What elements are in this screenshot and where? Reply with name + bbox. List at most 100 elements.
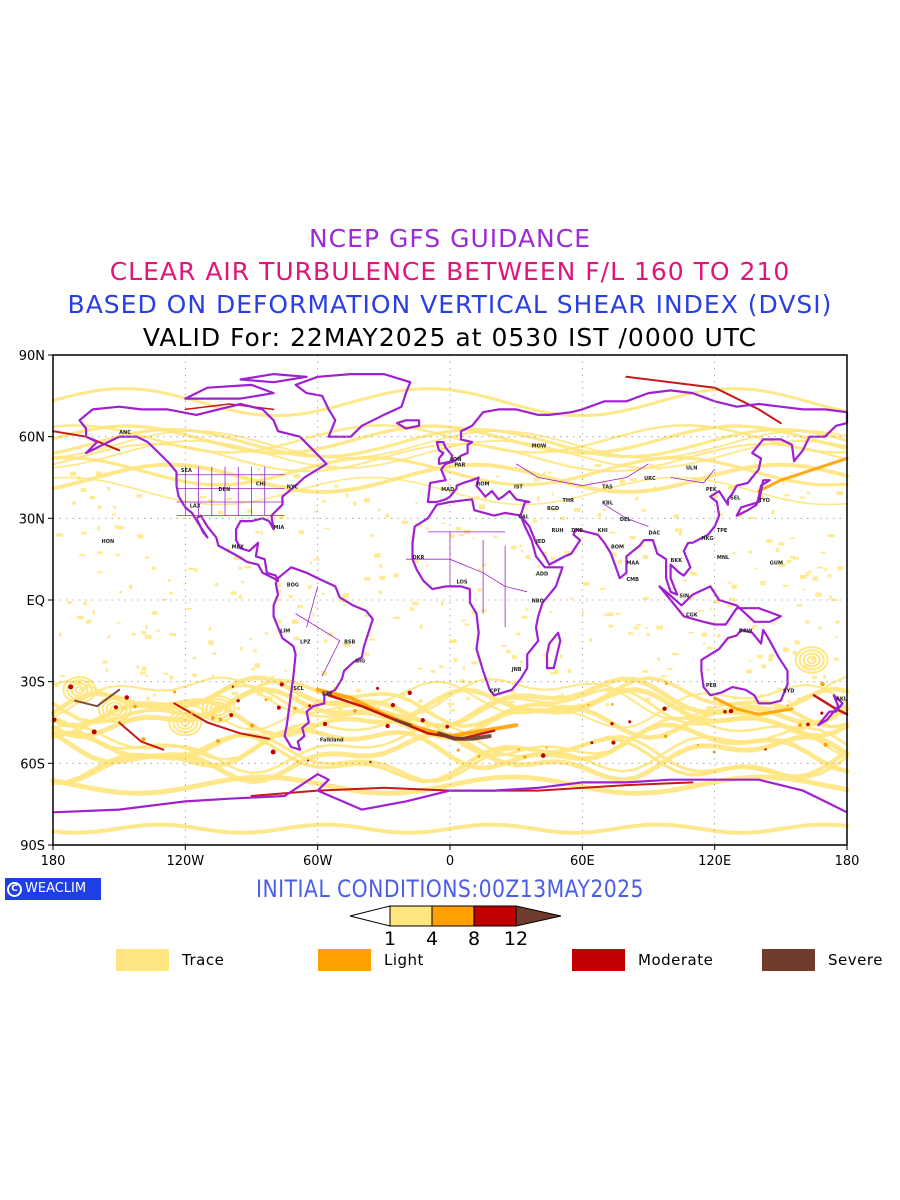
trace-swirl xyxy=(201,695,236,723)
trace-speck xyxy=(461,619,467,622)
trace-speck xyxy=(92,610,96,615)
turb-dot xyxy=(545,746,548,749)
trace-speck xyxy=(794,640,800,645)
trace-speck xyxy=(835,620,840,624)
trace-speck xyxy=(732,552,736,555)
trace-speck xyxy=(569,597,574,600)
trace-speck xyxy=(276,589,281,594)
trace-speck xyxy=(183,582,186,586)
trace-speck xyxy=(679,705,685,710)
trace-speck xyxy=(136,665,140,669)
trace-speck xyxy=(812,576,818,581)
y-tick-label: 60N xyxy=(19,431,45,446)
trace-speck xyxy=(805,620,810,624)
trace-speck xyxy=(145,624,148,630)
station-label: TAS xyxy=(602,484,613,490)
trace-speck xyxy=(520,482,525,486)
trace-speck xyxy=(709,607,712,610)
trace-speck xyxy=(482,563,487,566)
trace-speck xyxy=(106,486,110,491)
station-label: Falkland xyxy=(320,738,344,744)
trace-speck xyxy=(750,470,755,473)
legend-swatch xyxy=(318,949,371,971)
station-label: DEN xyxy=(218,487,230,493)
trace-speck xyxy=(775,547,780,552)
trace-speck xyxy=(837,566,844,571)
station-label: IST xyxy=(514,484,523,490)
turb-dot xyxy=(798,723,802,728)
trace-speck xyxy=(245,690,249,694)
trace-speck xyxy=(369,534,374,537)
graticule xyxy=(53,355,847,845)
turb-dot xyxy=(820,681,825,687)
station-label: JED xyxy=(535,539,545,545)
turb-dot xyxy=(590,741,594,745)
turb-dot xyxy=(390,702,396,708)
turb-dot xyxy=(141,737,146,742)
trace-speck xyxy=(208,626,212,631)
trace-speck xyxy=(551,492,554,496)
trace-swirl xyxy=(806,655,817,665)
trace-speck xyxy=(437,700,442,705)
coastline-greenland xyxy=(294,373,412,438)
colorbar-box xyxy=(473,905,517,927)
trace-speck xyxy=(803,663,809,668)
trace-speck xyxy=(796,697,803,702)
legend-item-light: Light xyxy=(318,948,424,972)
turb-dot xyxy=(236,699,240,703)
country-border xyxy=(670,469,716,484)
station-label: DXB xyxy=(571,528,583,534)
trace-speck xyxy=(556,694,563,699)
trace-speck xyxy=(87,679,93,684)
trace-speck xyxy=(660,675,668,677)
trace-speck xyxy=(298,530,304,535)
y-tick-label: 60S xyxy=(20,757,45,772)
turb-dot xyxy=(728,708,734,714)
station-label: BSB xyxy=(344,640,355,646)
trace-speck xyxy=(144,634,152,640)
trace-speck xyxy=(645,626,648,629)
turb-dot xyxy=(231,685,235,688)
trace-speck xyxy=(238,566,243,571)
trace-speck xyxy=(702,642,706,645)
trace-speck xyxy=(472,537,475,540)
trace-speck xyxy=(786,559,792,564)
trace-speck xyxy=(605,703,610,707)
trace-swirl xyxy=(66,679,93,701)
light-jet xyxy=(757,456,849,493)
trace-speck xyxy=(741,704,744,709)
trace-speck xyxy=(345,493,349,498)
station-label: SEL xyxy=(730,495,741,501)
station-label: THR xyxy=(562,498,574,504)
turb-dot xyxy=(611,703,614,706)
trace-speck xyxy=(524,608,529,611)
trace-speck xyxy=(214,582,219,587)
trace-speck xyxy=(264,632,269,635)
trace-speck xyxy=(784,498,789,501)
trace-speck xyxy=(560,654,563,659)
trace-speck xyxy=(635,624,641,626)
trace-speck xyxy=(200,496,207,499)
trace-speck xyxy=(649,464,654,467)
trace-speck xyxy=(772,619,777,623)
turb-dot xyxy=(210,716,215,720)
trace-speck xyxy=(766,539,773,543)
trace-speck xyxy=(607,612,614,617)
station-label: ANC xyxy=(119,430,131,436)
trace-speck xyxy=(363,498,371,503)
turb-dot xyxy=(190,712,193,715)
trace-speck xyxy=(97,551,103,554)
trace-speck xyxy=(600,587,606,591)
trace-speck xyxy=(794,475,798,479)
trace-speck xyxy=(324,639,328,643)
trace-speck xyxy=(54,683,59,687)
trace-speck xyxy=(682,579,688,582)
station-label: SEA xyxy=(181,468,192,474)
trace-speck xyxy=(776,687,782,692)
trace-speck xyxy=(799,496,806,499)
turb-dot xyxy=(322,721,328,727)
trace-speck xyxy=(823,674,826,679)
trace-streak xyxy=(51,676,849,729)
station-label: GUM xyxy=(770,561,783,567)
